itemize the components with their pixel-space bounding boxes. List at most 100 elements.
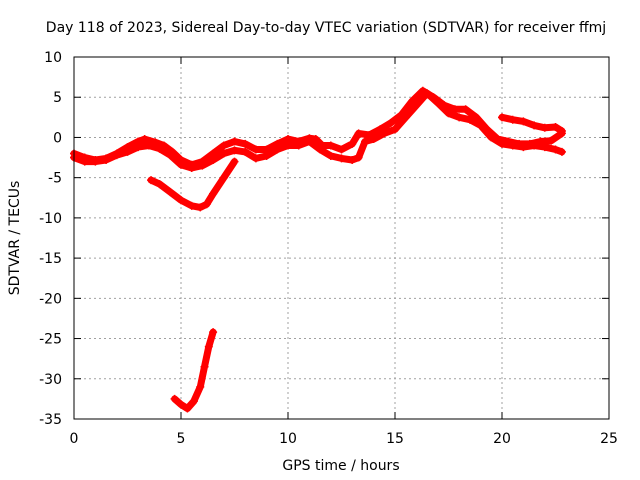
x-tick-label: 15 bbox=[386, 431, 404, 447]
y-tick-label: -30 bbox=[39, 372, 62, 388]
data-point bbox=[170, 394, 179, 403]
data-point bbox=[177, 160, 185, 169]
data-point bbox=[202, 200, 211, 209]
data-point bbox=[386, 118, 395, 127]
data-point bbox=[209, 155, 218, 164]
data-point bbox=[200, 362, 209, 371]
data-point bbox=[461, 105, 470, 114]
data-point bbox=[508, 141, 517, 150]
data-series bbox=[70, 86, 566, 413]
axis-ticks bbox=[73, 56, 610, 420]
data-point bbox=[433, 98, 442, 107]
plot-frame bbox=[73, 56, 610, 420]
y-tick-label: -10 bbox=[39, 211, 62, 227]
data-point bbox=[177, 196, 185, 205]
data-point bbox=[230, 137, 239, 146]
data-point bbox=[251, 154, 260, 163]
data-point bbox=[519, 143, 528, 152]
data-point bbox=[487, 133, 496, 142]
data-point bbox=[465, 115, 474, 124]
data-point bbox=[380, 129, 389, 138]
x-tick-label: 0 bbox=[70, 431, 79, 447]
data-point bbox=[140, 135, 149, 144]
data-point bbox=[401, 113, 410, 122]
data-point bbox=[241, 147, 250, 156]
x-tick-label: 25 bbox=[600, 431, 618, 447]
data-point bbox=[354, 129, 363, 138]
data-point bbox=[557, 127, 566, 136]
y-tick-label: -25 bbox=[39, 332, 62, 348]
data-point bbox=[557, 147, 566, 156]
chart-title: Day 118 of 2023, Sidereal Day-to-day VTE… bbox=[46, 20, 606, 36]
data-point bbox=[498, 139, 506, 148]
data-point bbox=[198, 161, 207, 170]
data-point bbox=[354, 153, 363, 162]
y-tick-label: -5 bbox=[48, 171, 62, 187]
data-point bbox=[408, 97, 417, 106]
data-point bbox=[144, 141, 153, 150]
data-point bbox=[241, 139, 250, 148]
x-tick-label: 20 bbox=[493, 431, 511, 447]
data-point bbox=[361, 137, 370, 146]
data-point bbox=[189, 397, 198, 406]
data-point bbox=[147, 176, 156, 185]
data-point bbox=[508, 115, 517, 124]
data-point bbox=[230, 146, 239, 155]
data-point bbox=[444, 109, 453, 118]
data-point bbox=[337, 154, 346, 163]
data-point bbox=[177, 400, 185, 409]
data-point bbox=[455, 113, 464, 122]
data-point bbox=[530, 141, 539, 150]
x-tick-label: 10 bbox=[279, 431, 297, 447]
data-point bbox=[326, 141, 335, 150]
series-main-trace-a bbox=[70, 87, 566, 169]
data-point bbox=[262, 151, 271, 160]
data-point bbox=[547, 136, 556, 145]
data-point bbox=[273, 145, 282, 154]
y-tick-label: -35 bbox=[39, 412, 62, 428]
x-tick-label: 5 bbox=[177, 431, 186, 447]
data-point bbox=[450, 105, 459, 114]
y-tick-label: 5 bbox=[53, 90, 62, 106]
data-point bbox=[326, 151, 335, 160]
data-point bbox=[187, 201, 196, 210]
y-tick-label: -15 bbox=[39, 251, 62, 267]
data-point bbox=[91, 157, 100, 166]
data-point bbox=[284, 141, 292, 150]
data-point bbox=[80, 157, 89, 166]
series-deep-arc bbox=[171, 328, 217, 412]
data-point bbox=[112, 151, 121, 160]
y-tick-label: 10 bbox=[44, 50, 62, 66]
series-dip-arc bbox=[147, 158, 238, 211]
data-point bbox=[412, 101, 421, 110]
data-point bbox=[187, 164, 196, 173]
data-point bbox=[196, 203, 205, 212]
data-point bbox=[204, 342, 213, 351]
data-point bbox=[519, 117, 528, 126]
data-point bbox=[209, 189, 218, 198]
data-point bbox=[391, 125, 399, 134]
y-tick-label: 0 bbox=[53, 130, 62, 146]
data-point bbox=[348, 155, 357, 164]
data-point bbox=[337, 145, 346, 154]
data-point bbox=[166, 188, 175, 197]
data-point bbox=[530, 121, 539, 130]
data-point bbox=[294, 141, 303, 150]
data-point bbox=[123, 147, 132, 156]
data-point bbox=[155, 144, 164, 153]
data-point bbox=[540, 143, 549, 152]
data-point bbox=[251, 145, 260, 154]
data-point bbox=[551, 122, 560, 131]
data-point bbox=[551, 145, 560, 154]
x-axis-label: GPS time / hours bbox=[282, 458, 399, 474]
data-point bbox=[166, 151, 175, 160]
data-point bbox=[134, 143, 143, 152]
data-point bbox=[316, 145, 325, 154]
data-point bbox=[476, 121, 485, 130]
data-point bbox=[102, 155, 111, 164]
data-point bbox=[219, 173, 228, 182]
y-tick-label: -20 bbox=[39, 291, 62, 307]
data-point bbox=[498, 113, 506, 122]
data-point bbox=[540, 123, 549, 132]
data-point bbox=[423, 89, 432, 98]
